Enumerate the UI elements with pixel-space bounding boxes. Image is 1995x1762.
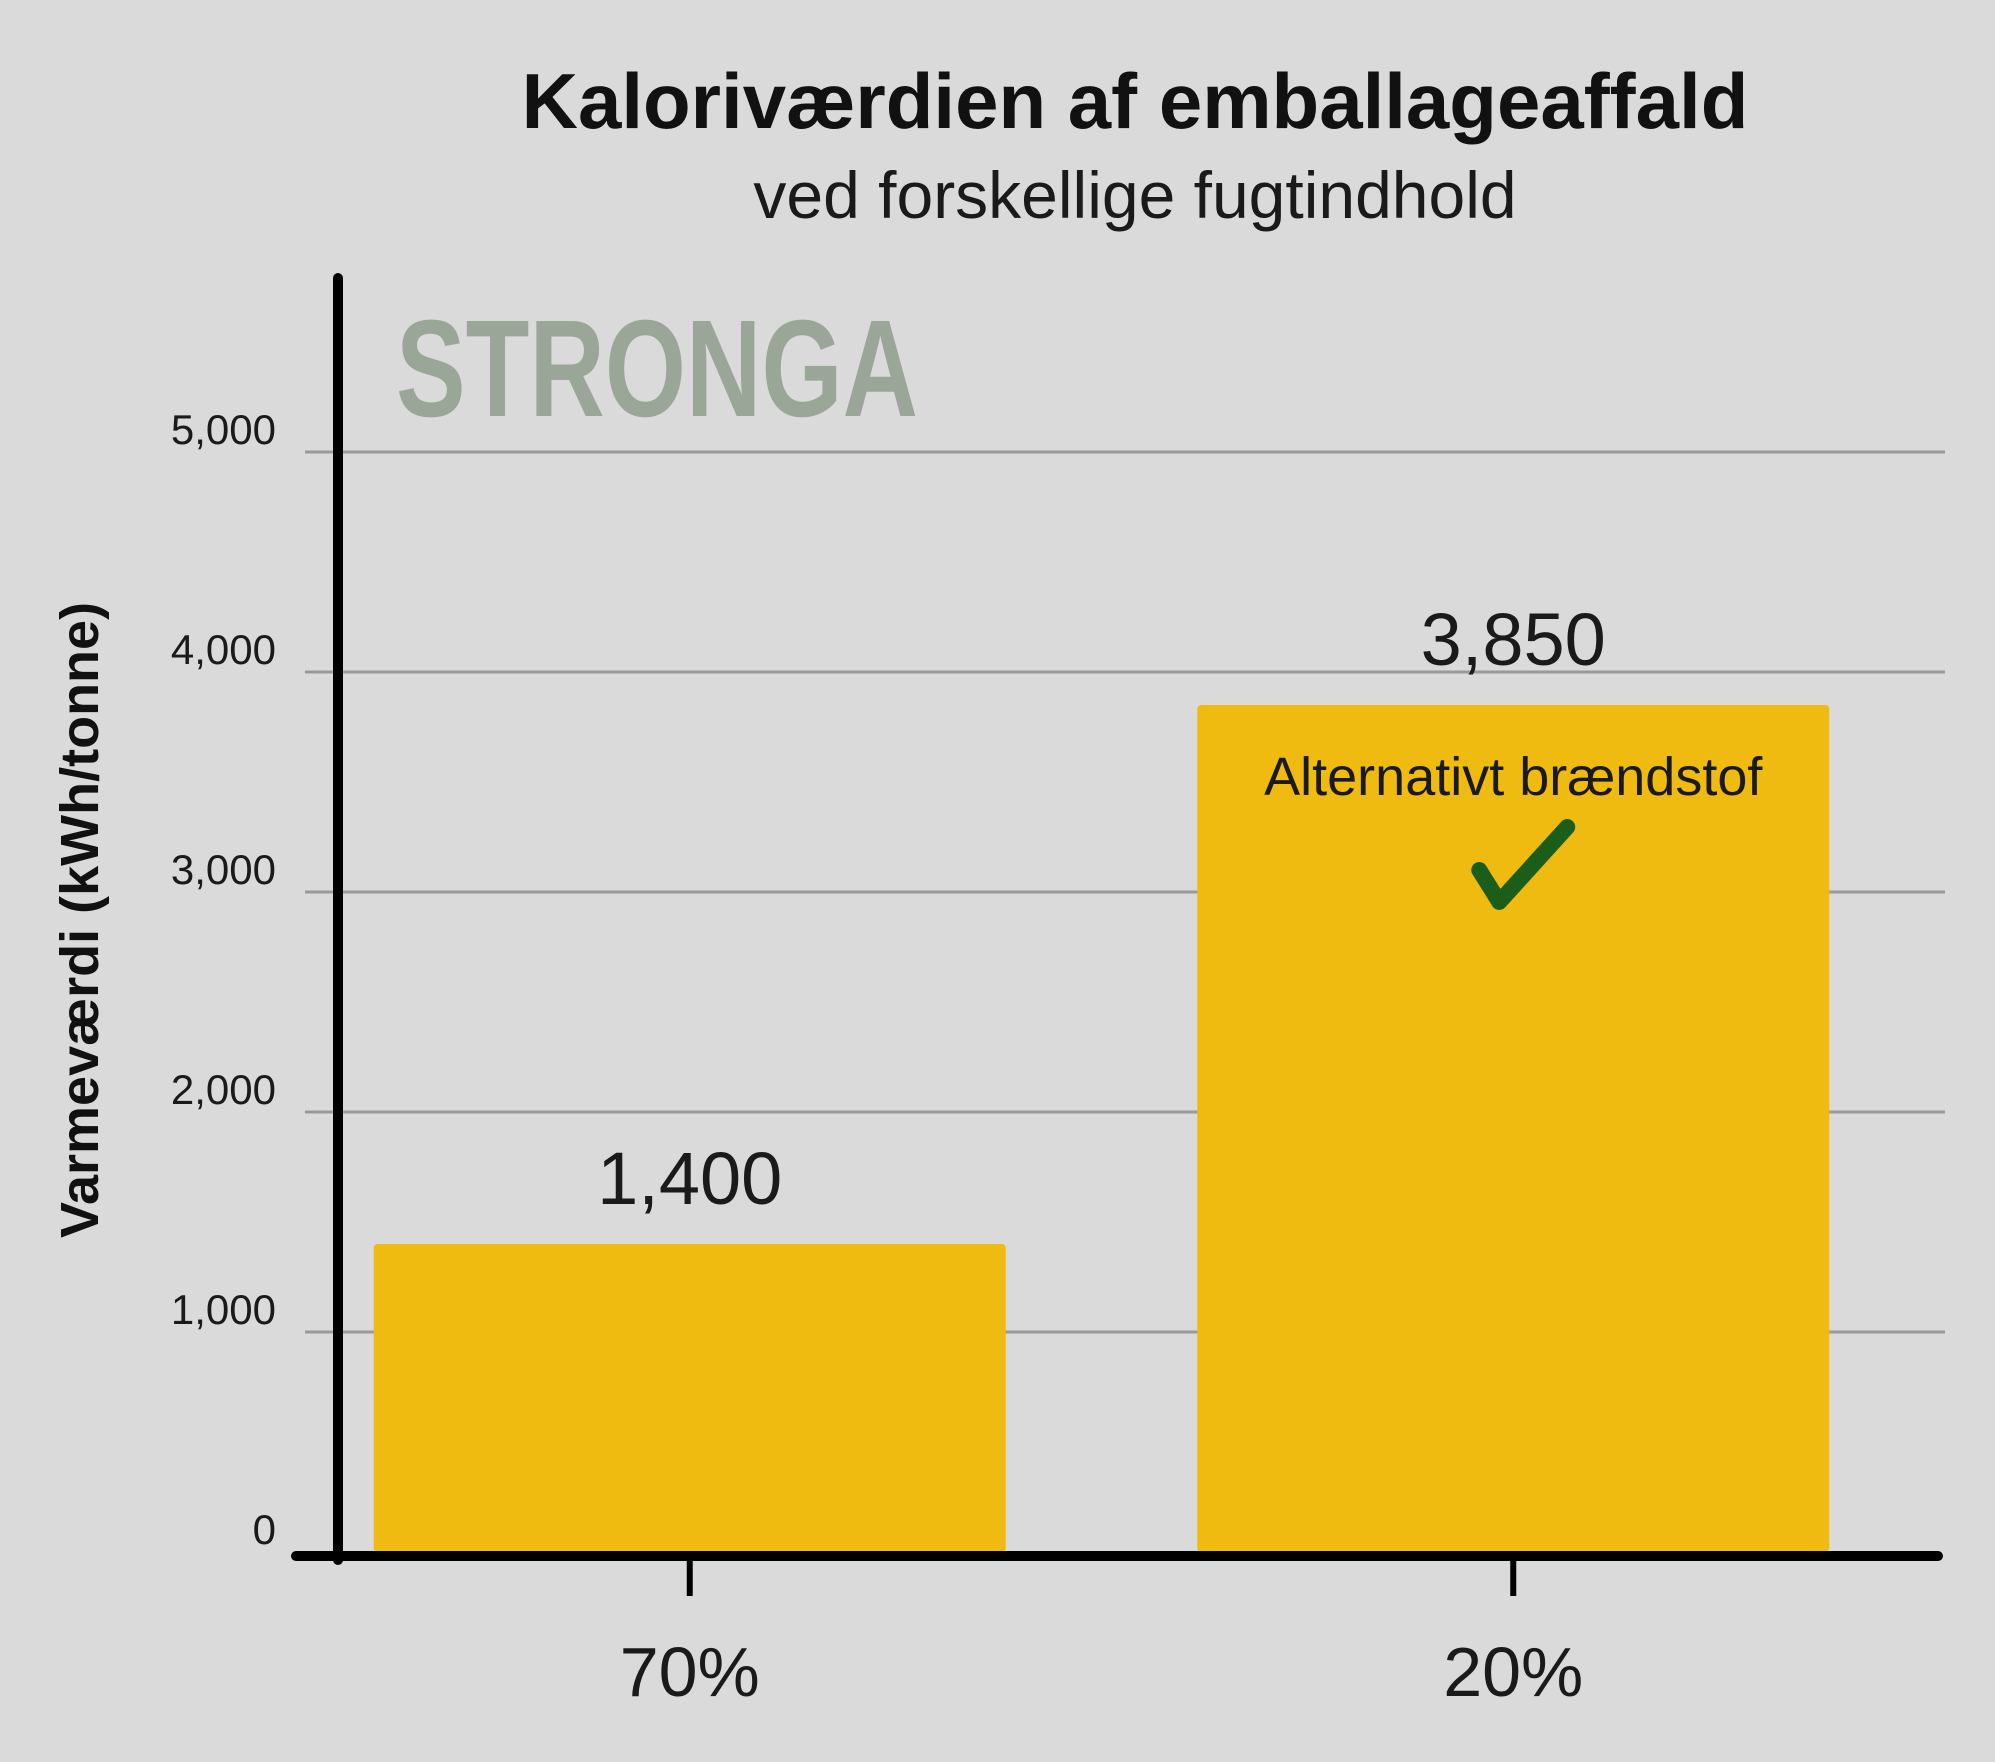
chart-subtitle: ved forskellige fugtindhold [753, 158, 1516, 232]
value-label: 1,400 [597, 1137, 782, 1220]
value-label: 3,850 [1421, 598, 1606, 681]
brand-watermark: STRONGA [396, 292, 918, 446]
annotation-text: Alternativt brændstof [1264, 747, 1763, 807]
y-tick-label: 4,000 [171, 626, 276, 673]
annotation: Alternativt brændstof [1264, 747, 1763, 910]
x-tick-labels: 70% 20% [620, 1633, 1584, 1711]
y-tick-labels: 0 1,000 2,000 3,000 4,000 5,000 [171, 406, 276, 1553]
axes [291, 273, 1943, 1596]
check-mark-icon [1471, 819, 1576, 910]
y-tick-label: 0 [253, 1506, 276, 1553]
y-axis-label: Varmeværdi (kWh/tonne) [50, 602, 110, 1238]
bar [1197, 705, 1830, 1552]
y-tick-label: 5,000 [171, 406, 276, 453]
y-tick-label: 1,000 [171, 1286, 276, 1333]
y-tick-label: 3,000 [171, 846, 276, 893]
y-tick-label: 2,000 [171, 1066, 276, 1113]
bar [373, 1244, 1006, 1552]
bars [373, 705, 1830, 1552]
x-tick-label: 20% [1443, 1633, 1583, 1711]
x-tick-label: 70% [620, 1633, 760, 1711]
value-labels: 1,400 3,850 [597, 598, 1606, 1220]
chart-title: Kaloriværdien af emballageaffald [522, 57, 1749, 145]
